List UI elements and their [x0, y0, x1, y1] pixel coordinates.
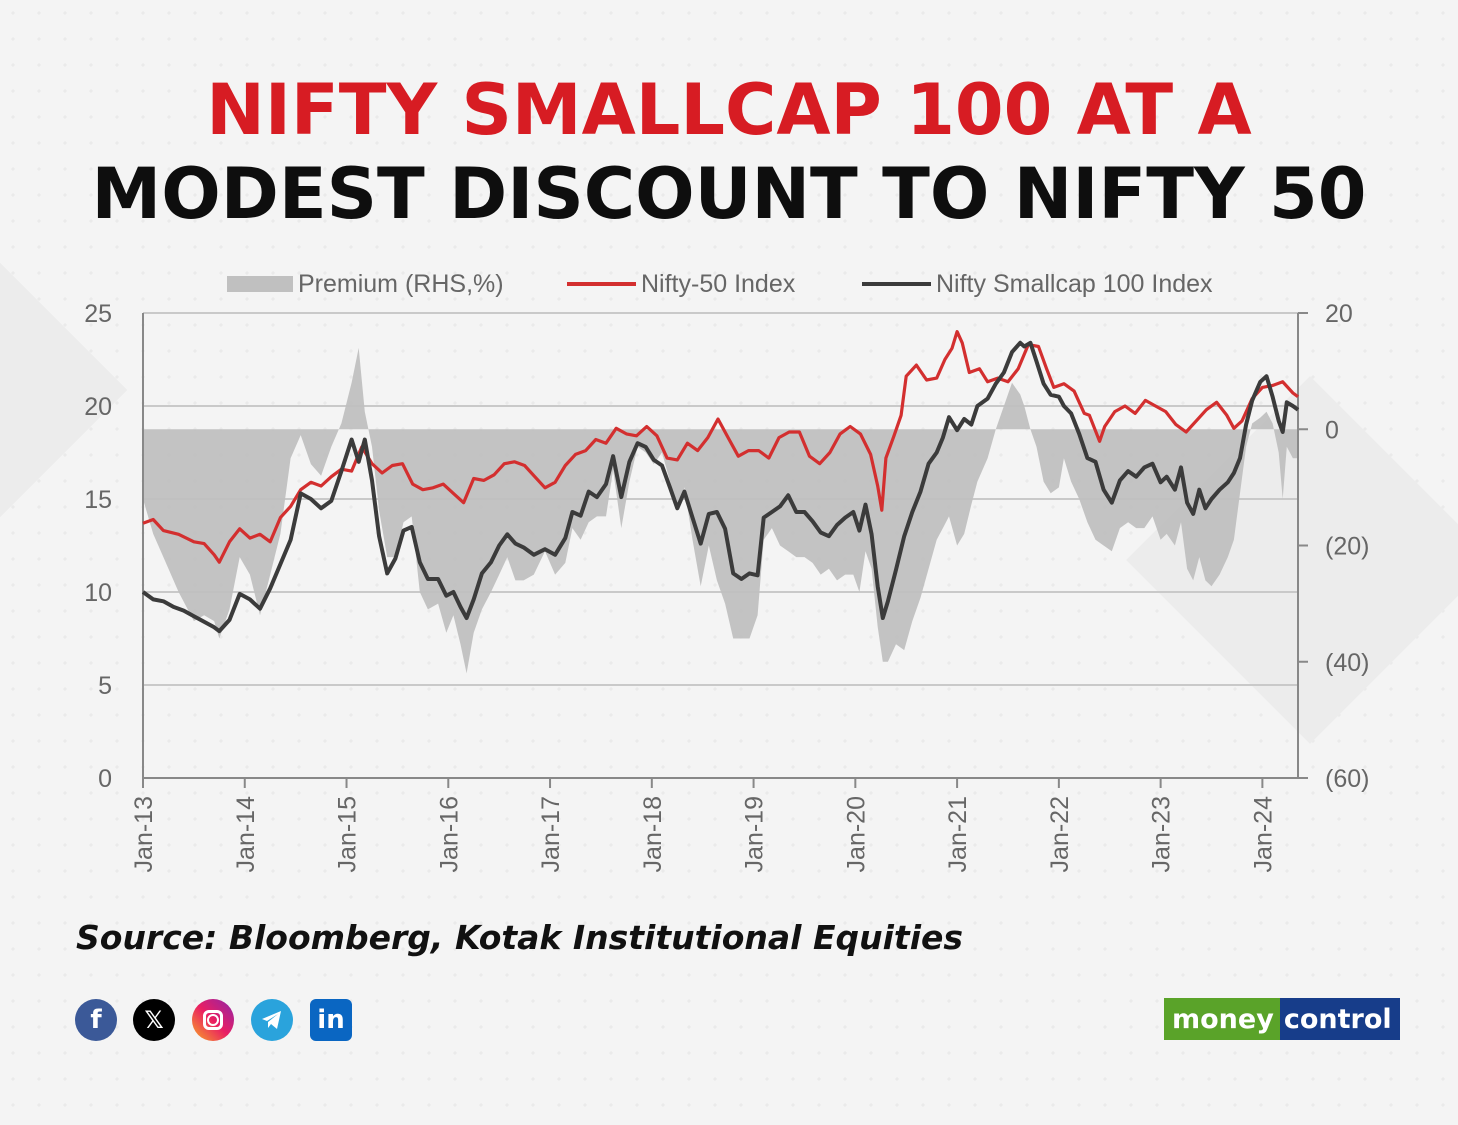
- smallcap-line: [141, 340, 1300, 634]
- premium-area: [143, 347, 1298, 674]
- legend-label-smallcap: Nifty Smallcap 100 Index: [936, 270, 1213, 298]
- y-left-tick-label: 25: [84, 300, 112, 328]
- telegram-icon[interactable]: [251, 999, 293, 1041]
- facebook-icon[interactable]: f: [75, 999, 117, 1041]
- y-left-tick-label: 15: [84, 486, 112, 514]
- legend-swatch-premium: [227, 276, 293, 292]
- line-chart: 0 5 10 15 20 25 (60) (40) (20) 0 20 Jan-13 Jan-14 Jan…: [84, 270, 1369, 873]
- x-icon[interactable]: 𝕏: [133, 999, 175, 1041]
- source-note: Source: Bloomberg, Kotak Institutional E…: [76, 918, 964, 957]
- y-right-tick-label: (40): [1325, 649, 1369, 677]
- x-tick-label: Jan-20: [842, 796, 870, 872]
- x-tick-label: Jan-22: [1046, 796, 1074, 872]
- linkedin-icon[interactable]: in: [310, 999, 352, 1041]
- nifty50-line: [142, 330, 1299, 564]
- x-tick-label: Jan-24: [1249, 796, 1277, 873]
- legend-label-nifty50: Nifty-50 Index: [641, 270, 796, 298]
- x-tick-label: Jan-14: [232, 796, 260, 873]
- x-tick-label: Jan-23: [1148, 796, 1176, 872]
- legend-label-premium: Premium (RHS,%): [298, 270, 504, 298]
- y-left-tick-label: 20: [84, 393, 112, 421]
- logo-part-2: control: [1279, 998, 1400, 1040]
- x-tick-label: Jan-17: [537, 796, 565, 872]
- title-line-2: MODEST DISCOUNT TO NIFTY 50: [91, 153, 1367, 235]
- x-tick-label: Jan-15: [334, 796, 362, 872]
- y-left-tick-label: 10: [84, 579, 112, 607]
- x-tick-label: Jan-16: [435, 796, 463, 872]
- moneycontrol-logo: money control: [1164, 998, 1400, 1040]
- logo-part-1: money: [1164, 998, 1280, 1040]
- y-right-tick-label: 20: [1325, 300, 1353, 328]
- y-left-tick-label: 5: [98, 672, 112, 700]
- x-tick-label: Jan-19: [741, 796, 769, 872]
- y-right-tick-label: (20): [1325, 533, 1369, 561]
- y-left-tick-label: 0: [98, 765, 112, 793]
- instagram-icon[interactable]: [192, 999, 234, 1041]
- title-line-1: NIFTY SMALLCAP 100 AT A: [206, 69, 1252, 151]
- x-tick-label: Jan-21: [944, 796, 972, 872]
- x-tick-label: Jan-18: [639, 796, 667, 872]
- x-tick-label: Jan-13: [130, 796, 158, 872]
- y-right-tick-label: (60): [1325, 765, 1369, 793]
- y-right-tick-label: 0: [1325, 416, 1339, 444]
